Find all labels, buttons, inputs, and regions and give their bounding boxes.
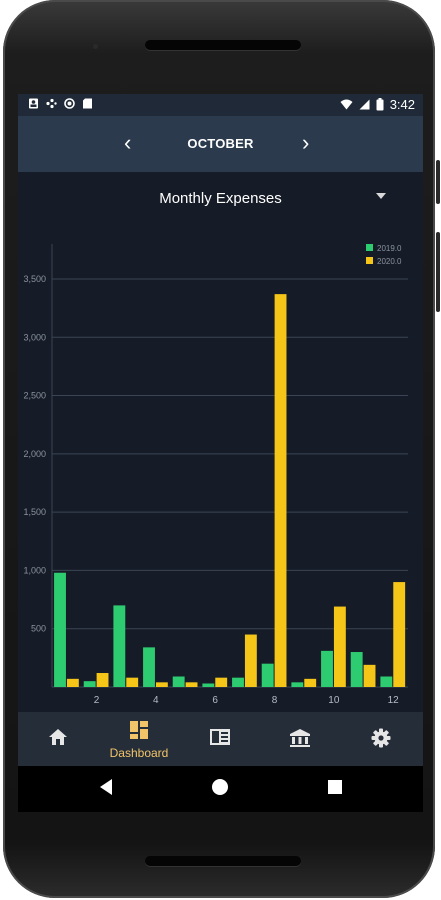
x-tick-label: 4	[153, 695, 159, 706]
bar-series-1-2	[83, 681, 96, 687]
legend-label: 2020.0	[377, 257, 402, 266]
legend-swatch	[366, 244, 373, 251]
next-month-button[interactable]: ›	[302, 130, 310, 155]
y-tick-label: 1,500	[23, 507, 46, 517]
bar-series-1-3	[113, 605, 126, 687]
bar-series-2-7	[244, 634, 257, 687]
bar-series-2-11	[363, 664, 376, 687]
signal-icon	[359, 99, 370, 110]
bar-series-1-4	[143, 647, 155, 687]
legend-swatch	[366, 257, 373, 264]
bar-series-2-9	[304, 678, 317, 687]
home-circle-icon[interactable]	[211, 778, 229, 796]
dashboard-icon	[130, 721, 148, 739]
ledger-icon	[210, 729, 230, 745]
back-icon[interactable]	[98, 778, 114, 796]
bar-series-1-11	[350, 652, 363, 687]
month-navigation: ‹ OCTOBER ›	[18, 116, 423, 172]
bar-series-1-12	[380, 676, 393, 687]
report-selector-label: Monthly Expenses	[159, 190, 282, 207]
battery-icon	[376, 98, 384, 111]
system-navigation-bar	[18, 766, 423, 812]
home-icon	[49, 729, 67, 745]
x-tick-label: 10	[328, 695, 340, 706]
bar-series-2-5	[185, 682, 198, 687]
wifi-icon	[340, 99, 353, 110]
expenses-chart: 500 1,000 1,500 2,000 2,500 3,000 3,500 2 4 6 8 10 1…	[18, 224, 423, 712]
bar-series-1-10	[321, 650, 333, 687]
report-selector[interactable]: Monthly Expenses	[18, 186, 423, 214]
bar-series-1-1	[54, 572, 66, 687]
bar-series-2-8	[274, 294, 287, 687]
y-tick-label: 1,000	[23, 565, 46, 575]
portrait-icon	[29, 98, 38, 109]
status-bar: 3:42	[18, 94, 423, 116]
bottom-navigation: Dashboard	[18, 712, 423, 766]
settings-icon	[371, 728, 391, 748]
x-tick-label: 12	[388, 695, 400, 706]
bar-series-2-6	[215, 677, 228, 687]
x-tick-label: 6	[212, 695, 218, 706]
nav-dashboard-label: Dashboard	[109, 746, 169, 760]
y-tick-label: 2,000	[23, 449, 46, 459]
system-status: 3:42	[340, 97, 415, 112]
sync-circle-icon	[64, 98, 75, 109]
y-tick-label: 2,500	[23, 391, 46, 401]
front-camera	[93, 44, 98, 49]
recents-icon[interactable]	[327, 779, 343, 795]
current-month: OCTOBER	[187, 136, 254, 151]
nav-home[interactable]	[28, 712, 88, 766]
nav-settings[interactable]	[351, 712, 411, 766]
bar-series-1-6	[202, 683, 215, 687]
nav-bank[interactable]	[270, 712, 330, 766]
volume-button	[436, 232, 440, 312]
bar-series-1-7	[232, 677, 244, 687]
sd-card-icon	[83, 98, 92, 109]
dropdown-caret-icon[interactable]	[376, 193, 386, 199]
bottom-speaker	[145, 856, 301, 866]
bar-series-2-2	[96, 673, 109, 687]
app-screen: 3:42 ‹ OCTOBER › Monthly Expenses 500 1,0…	[18, 94, 423, 812]
x-tick-label: 2	[94, 695, 100, 706]
legend-label: 2019.0	[377, 244, 402, 253]
bar-series-2-12	[393, 582, 406, 687]
y-tick-label: 3,500	[23, 274, 46, 284]
bar-series-2-1	[66, 678, 79, 687]
x-tick-label: 8	[272, 695, 278, 706]
bar-series-1-9	[291, 682, 304, 687]
nav-dashboard[interactable]: Dashboard	[109, 712, 169, 766]
bank-icon	[290, 729, 310, 747]
y-tick-label: 500	[31, 624, 46, 634]
bar-series-2-4	[155, 682, 168, 687]
y-tick-label: 3,000	[23, 332, 46, 342]
bar-series-2-10	[333, 606, 346, 687]
top-speaker	[145, 40, 301, 50]
bar-series-1-5	[172, 676, 185, 687]
power-button	[436, 160, 440, 204]
prev-month-button[interactable]: ‹	[124, 130, 132, 155]
clock: 3:42	[389, 97, 415, 112]
nav-ledger[interactable]	[190, 712, 250, 766]
cast-dots-icon	[46, 98, 57, 109]
notification-icons	[28, 98, 93, 109]
bar-chart: 500 1,000 1,500 2,000 2,500 3,000 3,500 2 4 6 8 10 1…	[23, 244, 408, 706]
bar-series-2-3	[126, 677, 139, 687]
bar-series-1-8	[261, 663, 274, 687]
